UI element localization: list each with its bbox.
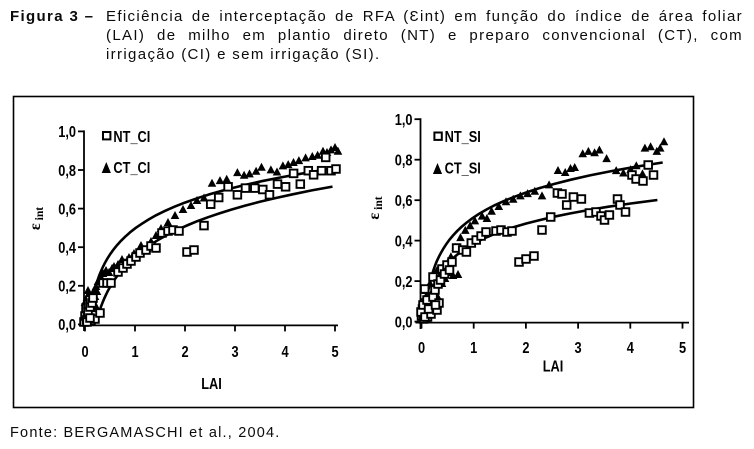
svg-text:2: 2 [181,344,188,362]
svg-text:0: 0 [81,344,88,362]
svg-text:4: 4 [281,344,288,362]
svg-text:5: 5 [679,340,686,358]
svg-text:0,8: 0,8 [58,163,76,181]
svg-text:1: 1 [470,340,477,358]
svg-text:3: 3 [575,340,582,358]
svg-text:0,8: 0,8 [395,152,413,170]
svg-text:0,6: 0,6 [395,193,413,211]
svg-text:1,0: 1,0 [58,124,76,142]
svg-text:5: 5 [331,344,338,362]
svg-text:0,2: 0,2 [58,278,76,296]
svg-text:0,0: 0,0 [395,314,413,332]
svg-text:1,0: 1,0 [395,112,413,130]
svg-text:4: 4 [627,340,634,358]
svg-text:0,4: 0,4 [395,233,413,251]
svg-text:0: 0 [418,340,425,358]
svg-text:CT_SI: CT_SI [445,160,481,178]
svg-text:0,6: 0,6 [58,201,76,219]
svg-text:ε int: ε int [366,196,385,219]
svg-text:2: 2 [522,340,529,358]
svg-text:NT_SI: NT_SI [445,129,481,147]
svg-text:3: 3 [231,344,238,362]
svg-text:LAI: LAI [201,376,222,394]
svg-text:ε int: ε int [27,207,46,230]
svg-text:0,0: 0,0 [58,317,76,335]
svg-text:LAI: LAI [543,358,564,376]
svg-text:0,2: 0,2 [395,274,413,292]
svg-text:NT_CI: NT_CI [113,129,150,147]
svg-text:CT_CI: CT_CI [113,160,150,178]
svg-text:1: 1 [131,344,138,362]
svg-text:0,4: 0,4 [58,240,76,258]
